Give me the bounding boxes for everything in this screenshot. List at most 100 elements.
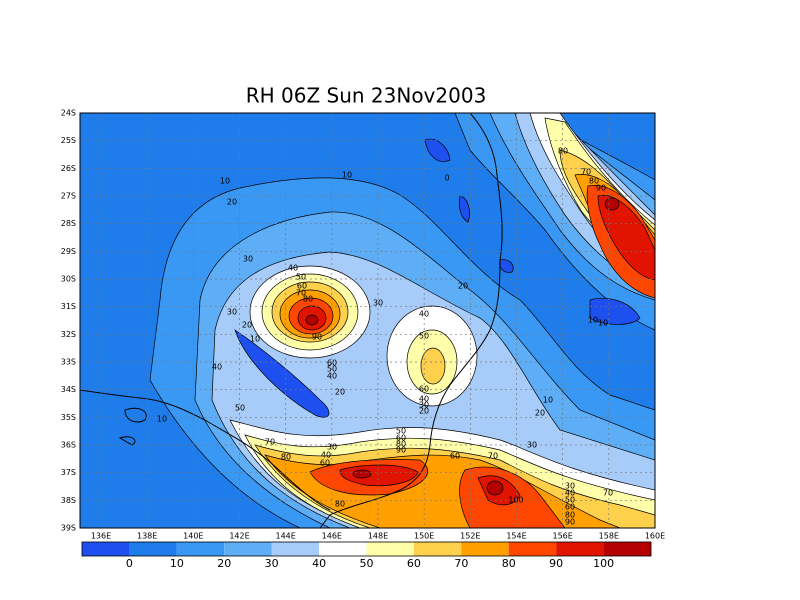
contour-label: 50 xyxy=(565,496,575,505)
colorbar-frame xyxy=(81,541,652,557)
contour-label: 80 xyxy=(303,295,313,304)
colorbar-box xyxy=(82,542,130,556)
contour-label: 20 xyxy=(419,407,429,416)
colorbar-label: 80 xyxy=(502,557,516,570)
contour-label: 50 xyxy=(235,404,245,413)
lat-label: 38S xyxy=(61,496,76,505)
colorbar-label: 50 xyxy=(360,557,374,570)
contour-label: 50 xyxy=(396,427,406,436)
lat-label: 30S xyxy=(61,275,76,284)
contour-label: 50 xyxy=(327,365,337,374)
lon-label: 138E xyxy=(137,532,157,541)
contour-label: 80 xyxy=(335,500,345,509)
contour-label: 70 xyxy=(581,168,591,177)
lon-label: 154E xyxy=(506,532,526,541)
contour-label: 90 xyxy=(396,446,406,455)
contour-label: 10 xyxy=(220,177,230,186)
colorbar-box xyxy=(508,542,557,556)
contour-label: 80 xyxy=(589,177,599,186)
lon-label: 156E xyxy=(553,532,573,541)
lat-label: 29S xyxy=(61,247,76,256)
contour-label: 50 xyxy=(296,273,306,282)
colorbar-label: 60 xyxy=(407,557,421,570)
lon-label: 148E xyxy=(368,532,388,541)
contour-label: 60 xyxy=(320,459,330,468)
contour-label: 80 xyxy=(281,453,291,462)
contour-label: 40 xyxy=(419,310,429,319)
map-frame xyxy=(79,112,656,529)
contour-label: 80 xyxy=(565,511,575,520)
colorbar-label: 90 xyxy=(549,557,563,570)
lon-label: 150E xyxy=(414,532,434,541)
contour-label: 30 xyxy=(327,443,337,452)
colorbar-label: 20 xyxy=(217,557,231,570)
lon-label: 144E xyxy=(276,532,296,541)
lat-label: 37S xyxy=(61,468,76,477)
contour-label: 60 xyxy=(450,452,460,461)
contour-label: 50 xyxy=(419,332,429,341)
contour-label: 10 xyxy=(543,396,553,405)
colorbar-label: 40 xyxy=(312,557,326,570)
lon-label: 160E xyxy=(645,532,665,541)
contour-label: 90 xyxy=(312,333,322,342)
colorbar-box xyxy=(129,542,177,556)
colorbar-label: 70 xyxy=(454,557,468,570)
lon-label: 158E xyxy=(599,532,619,541)
colorbar-box xyxy=(319,542,367,556)
lon-label: 142E xyxy=(229,532,249,541)
colorbar-box xyxy=(366,542,414,556)
contour-label: 30 xyxy=(565,482,575,491)
colorbar-label: 100 xyxy=(593,557,614,570)
contour-label: 10 xyxy=(598,319,608,328)
contour-label: 90 xyxy=(565,518,575,527)
contour-label: 10 xyxy=(342,171,352,180)
colorbar-box xyxy=(556,542,604,556)
contour-label: 10 xyxy=(157,415,167,424)
contour-fill xyxy=(80,113,655,528)
contour-label: 40 xyxy=(288,264,298,273)
contour-label: 40 xyxy=(565,489,575,498)
lat-label: 24S xyxy=(61,109,76,118)
lat-label: 35S xyxy=(61,413,76,422)
contour-label: 70 xyxy=(296,289,306,298)
contour-label: 70 xyxy=(265,438,275,447)
colorbar-label: 0 xyxy=(126,557,133,570)
lat-label: 36S xyxy=(61,441,76,450)
contour-label: 30 xyxy=(227,308,237,317)
lat-label: 32S xyxy=(61,330,76,339)
lat-label: 33S xyxy=(61,358,76,367)
contour-label: 40 xyxy=(321,451,331,460)
contour-label: 40 xyxy=(419,395,429,404)
contour-label: 60 xyxy=(565,503,575,512)
lon-label: 140E xyxy=(183,532,203,541)
lat-label: 31S xyxy=(61,302,76,311)
lon-label: 146E xyxy=(322,532,342,541)
colorbar-box xyxy=(603,542,651,556)
contour-label: 30 xyxy=(527,441,537,450)
contour-label: 0 xyxy=(444,174,449,183)
lon-label: 136E xyxy=(91,532,111,541)
grid: 24S 25S 26S 27S 28S 29S 30S 31S 32S 33S 34S 35S 36S 3… xyxy=(61,109,665,541)
lat-label: 34S xyxy=(61,385,76,394)
colorbar-box xyxy=(461,542,509,556)
contour-label: 20 xyxy=(458,282,468,291)
lat-label: 28S xyxy=(61,219,76,228)
contour-label: 60 xyxy=(396,434,406,443)
contour-label: 70 xyxy=(488,452,498,461)
contour-label: 10 xyxy=(250,335,260,344)
contour-label: 30 xyxy=(419,401,429,410)
colorbar-label: 30 xyxy=(265,557,279,570)
contour-label: 100 xyxy=(508,496,523,505)
colorbar-box xyxy=(224,542,272,556)
contour-label: 20 xyxy=(227,198,237,207)
colorbar-box xyxy=(271,542,320,556)
contour-label: 80 xyxy=(396,440,406,449)
contour-label: 60 xyxy=(297,282,307,291)
map-title: RH 06Z Sun 23Nov2003 xyxy=(246,84,487,108)
lat-label: 26S xyxy=(61,164,76,173)
colorbar-box xyxy=(413,542,462,556)
colorbar-box xyxy=(176,542,225,556)
contour-label: 20 xyxy=(335,388,345,397)
contour-label: 60 xyxy=(327,359,337,368)
